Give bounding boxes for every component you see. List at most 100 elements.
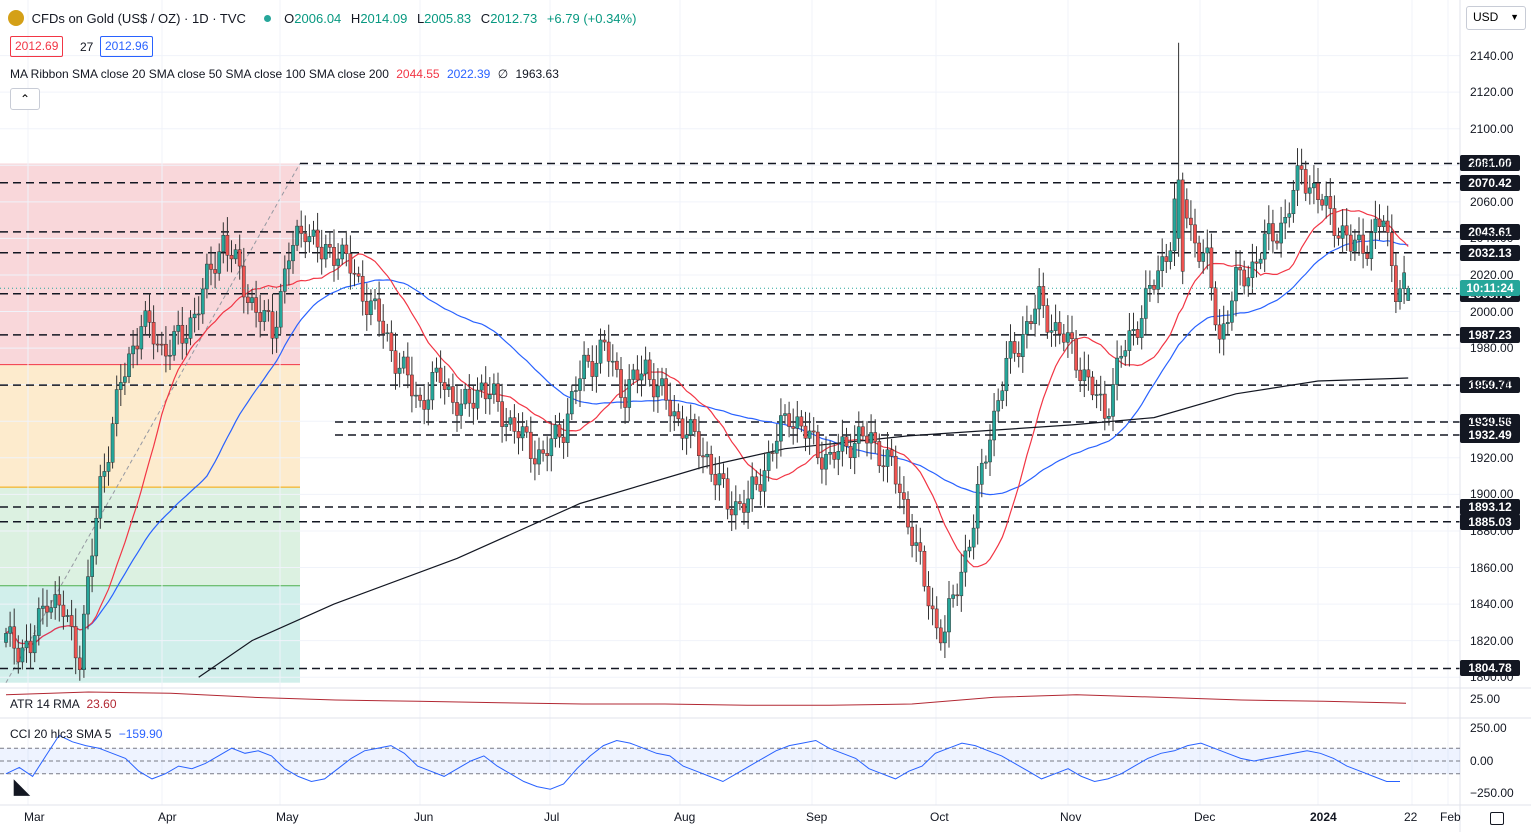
x-axis-label: May (276, 810, 299, 824)
sma20-value: 2044.55 (396, 67, 440, 81)
level-label: 2032.13 (1460, 244, 1520, 261)
level-label: 1893.12 (1460, 498, 1520, 515)
candle-body (512, 417, 517, 432)
candle-body (1033, 308, 1037, 325)
candle-body (922, 550, 927, 587)
candle-body (1197, 242, 1201, 262)
goto-date-icon[interactable] (1490, 812, 1504, 825)
candle-body (840, 436, 845, 452)
candle-body (963, 550, 968, 573)
candle-body (475, 389, 480, 409)
y-axis-label: 1880.00 (1470, 523, 1514, 538)
candle-body (1008, 341, 1013, 359)
candle-body (24, 640, 29, 649)
candle-body (668, 400, 673, 417)
ma-ribbon-label: MA Ribbon SMA close 20 SMA close 50 SMA … (10, 67, 389, 81)
candle-body (16, 647, 21, 663)
candle-body (1148, 285, 1152, 289)
candle-body (180, 324, 185, 344)
candle-body (94, 517, 99, 557)
candle-body (98, 476, 103, 519)
candle-body (979, 462, 984, 485)
ma-ribbon-legend[interactable]: MA Ribbon SMA close 20 SMA close 50 SMA … (10, 67, 559, 81)
candle-body (45, 605, 49, 613)
y-axis-label: 1840.00 (1470, 597, 1514, 612)
candle-body (656, 385, 660, 398)
ohlc-close: 2012.73 (490, 11, 538, 26)
candle-body (713, 473, 718, 486)
candle-body (102, 471, 107, 477)
atr-legend[interactable]: ATR 14 RMA 23.60 (10, 697, 117, 711)
candle-body (500, 401, 504, 427)
atr-axis-label: 25.00 (1470, 692, 1501, 706)
candle-body (1357, 234, 1361, 241)
cci-axis-label-mid: 0.00 (1470, 754, 1494, 768)
candle-body (1250, 261, 1255, 278)
candle-body (410, 374, 414, 397)
y-axis-label: 2100.00 (1470, 121, 1514, 136)
candle-body (692, 419, 697, 432)
candle-body (852, 443, 857, 459)
candle-body (4, 633, 8, 643)
currency-selector[interactable]: USD ▼ (1466, 6, 1526, 30)
bid-price-button[interactable]: 2012.69 (10, 36, 64, 57)
candle-body (615, 360, 619, 370)
candle-body (742, 503, 746, 513)
candle-body (1238, 267, 1242, 271)
candle-body (602, 339, 607, 343)
candle-body (508, 417, 513, 425)
candle-body (114, 389, 119, 424)
candle-body (1111, 384, 1115, 417)
candle-body (438, 367, 443, 383)
candle-body (1082, 369, 1087, 381)
candle-body (1090, 376, 1095, 396)
chevron-down-icon: ▼ (1510, 12, 1519, 22)
x-axis-label: 2024 (1310, 810, 1337, 824)
candle-body (824, 454, 828, 470)
candle-body (1353, 239, 1357, 252)
candle-body (705, 453, 709, 458)
symbol-title[interactable]: CFDs on Gold (US$ / OZ) · 1D · TVC (31, 11, 246, 26)
candle-body (1316, 182, 1320, 200)
candle-body (627, 379, 632, 408)
candle-body (1020, 334, 1025, 357)
candle-body (229, 255, 234, 260)
candle-body (639, 373, 644, 381)
candle-body (811, 430, 816, 433)
candle-body (930, 605, 935, 610)
y-axis-label: 1980.00 (1470, 341, 1514, 356)
fib-zone-lower (0, 487, 300, 586)
cci-axis-label-bottom: −250.00 (1470, 786, 1514, 800)
candle-body (315, 229, 320, 248)
candle-body (459, 403, 463, 416)
candle-body (1000, 390, 1005, 401)
candle-body (1029, 321, 1033, 325)
candle-body (196, 313, 201, 316)
sma20-line (5, 209, 1409, 646)
cci-label: CCI 20 hlc3 SMA 5 (10, 727, 112, 741)
candle-body (569, 391, 574, 415)
candle-body (8, 626, 12, 634)
candle-body (545, 453, 550, 457)
candle-body (762, 470, 767, 492)
candle-body (1135, 329, 1140, 338)
ask-price-button[interactable]: 2012.96 (100, 36, 154, 57)
candle-body (672, 411, 677, 417)
candle-body (69, 615, 74, 627)
collapse-legend-button[interactable]: ⌃ (10, 88, 40, 110)
candle-body (779, 415, 783, 442)
candle-body (41, 605, 45, 609)
candle-body (463, 388, 468, 405)
candle-body (1344, 225, 1349, 236)
x-axis-label: Feb (1440, 810, 1461, 824)
candle-body (992, 410, 996, 441)
candle-body (557, 424, 562, 438)
candle-body (131, 345, 135, 355)
candle-body (725, 478, 730, 510)
candle-body (139, 326, 144, 350)
candle-body (246, 296, 250, 304)
cci-legend[interactable]: CCI 20 hlc3 SMA 5 −159.90 (10, 727, 162, 741)
candle-body (1381, 220, 1386, 227)
candle-body (877, 441, 882, 467)
